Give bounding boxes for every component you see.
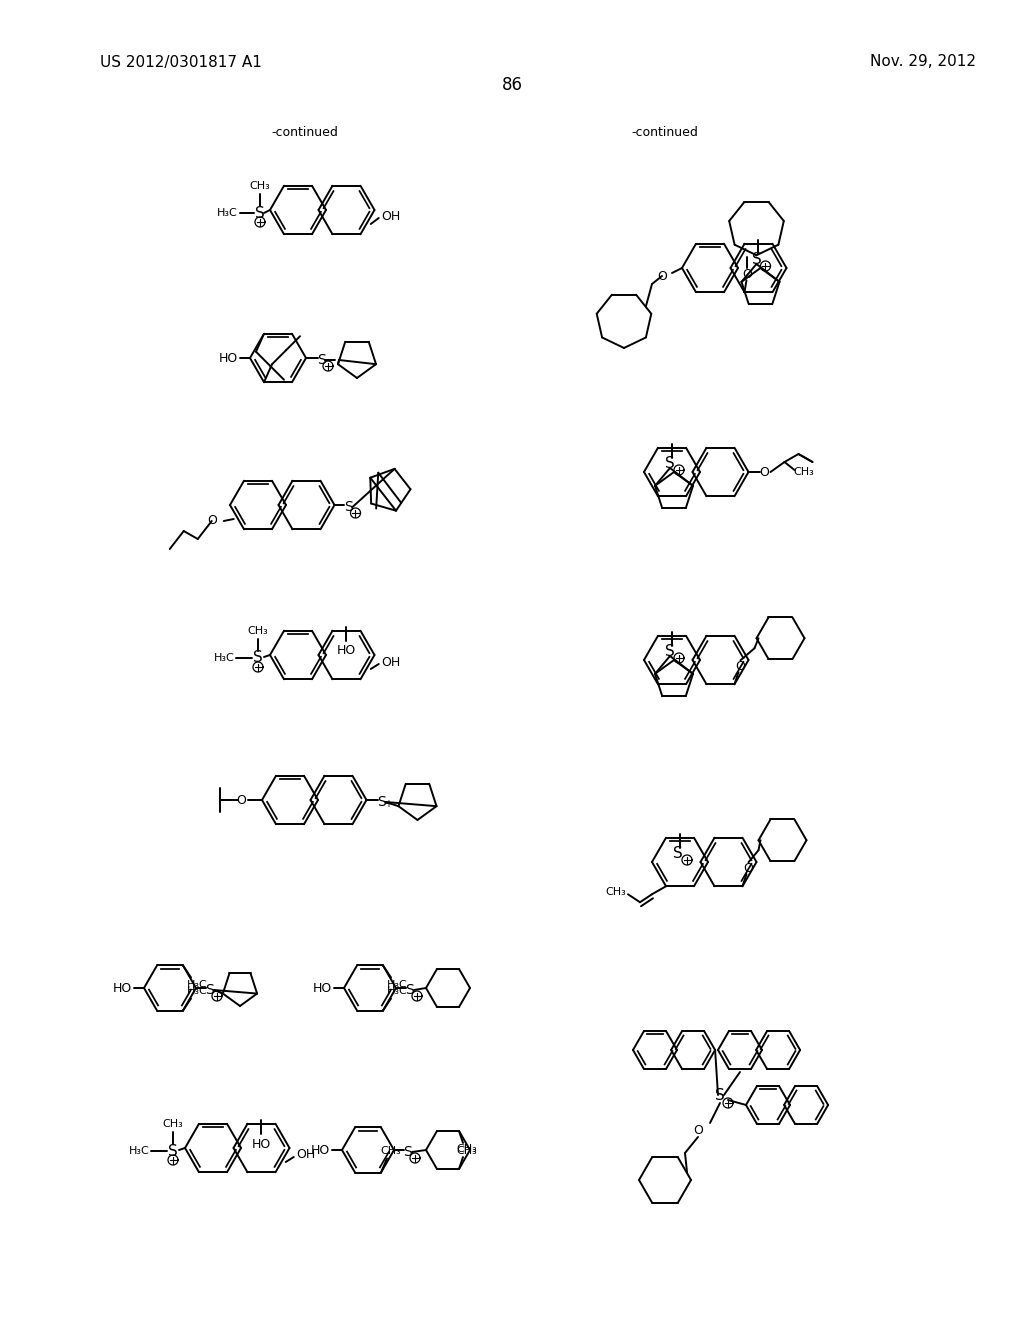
Text: S: S	[253, 651, 263, 665]
Text: HO: HO	[312, 982, 332, 994]
Text: S: S	[206, 983, 214, 997]
Text: 86: 86	[502, 77, 522, 94]
Text: -continued: -continued	[271, 127, 339, 140]
Text: S: S	[673, 846, 683, 862]
Text: O: O	[760, 466, 769, 479]
Text: H₃C: H₃C	[387, 981, 408, 990]
Text: H₃C: H₃C	[186, 981, 208, 990]
Text: O: O	[743, 862, 754, 875]
Text: CH₃: CH₃	[794, 467, 814, 477]
Text: S: S	[666, 457, 675, 471]
Text: H₃C: H₃C	[387, 986, 408, 995]
Text: S: S	[715, 1088, 725, 1102]
Text: CH₃: CH₃	[248, 626, 268, 636]
Text: HO: HO	[218, 351, 238, 364]
Text: O: O	[657, 269, 667, 282]
Text: S: S	[377, 795, 386, 809]
Text: OH: OH	[381, 656, 400, 668]
Text: H₃C: H₃C	[129, 1146, 150, 1156]
Text: S: S	[344, 500, 353, 513]
Text: S: S	[666, 644, 675, 660]
Text: S: S	[255, 206, 265, 220]
Text: O: O	[237, 793, 246, 807]
Text: CH₃: CH₃	[457, 1146, 477, 1156]
Text: H₃C: H₃C	[214, 653, 234, 663]
Text: -continued: -continued	[632, 127, 698, 140]
Text: CH₃: CH₃	[381, 1146, 401, 1155]
Text: CH₃: CH₃	[250, 181, 270, 191]
Text: H₃C: H₃C	[186, 986, 208, 995]
Text: S: S	[168, 1143, 178, 1159]
Text: O: O	[207, 515, 217, 528]
Text: O: O	[742, 268, 753, 281]
Text: CH₃: CH₃	[457, 1144, 477, 1154]
Text: +: +	[384, 799, 392, 809]
Text: OH: OH	[296, 1148, 315, 1162]
Text: US 2012/0301817 A1: US 2012/0301817 A1	[100, 54, 262, 70]
Text: HO: HO	[252, 1138, 271, 1151]
Text: S: S	[316, 352, 326, 367]
Text: O: O	[693, 1125, 702, 1138]
Text: HO: HO	[337, 644, 356, 657]
Text: Nov. 29, 2012: Nov. 29, 2012	[870, 54, 976, 70]
Text: CH₃: CH₃	[163, 1119, 183, 1129]
Text: CH₃: CH₃	[605, 887, 627, 898]
Text: S: S	[406, 983, 415, 997]
Text: HO: HO	[113, 982, 132, 994]
Text: OH: OH	[381, 210, 400, 223]
Text: H₃C: H₃C	[217, 209, 238, 218]
Text: HO: HO	[310, 1143, 330, 1156]
Text: S: S	[752, 252, 762, 268]
Text: O: O	[735, 660, 745, 673]
Text: S: S	[403, 1144, 413, 1159]
